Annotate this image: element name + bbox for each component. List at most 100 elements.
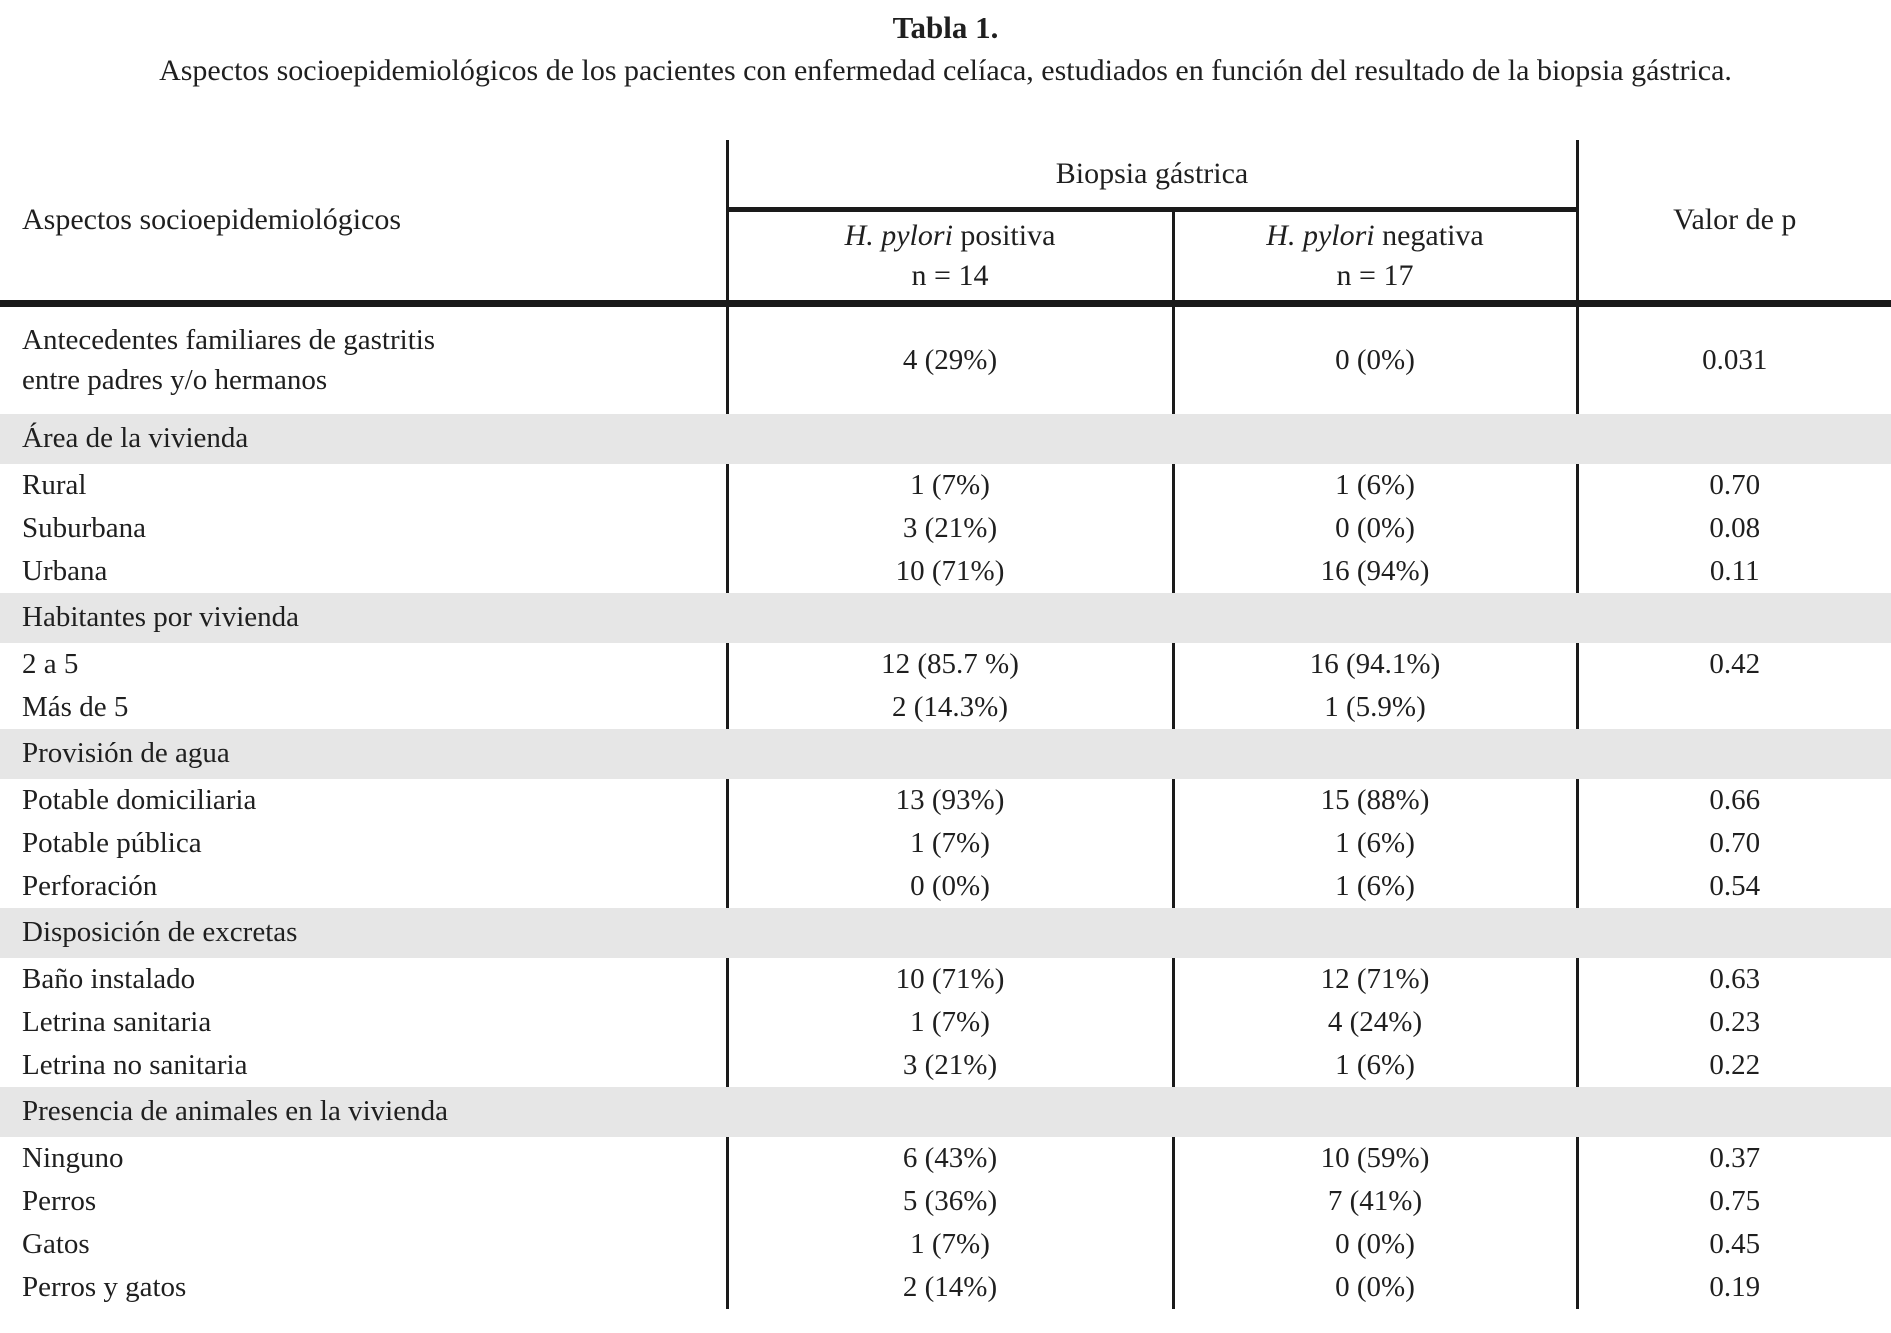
- negativa-value: 4 (24%): [1171, 1000, 1578, 1044]
- positiva-value: 5 (36%): [725, 1179, 1173, 1223]
- p-value: 0.63: [1575, 957, 1891, 1001]
- table-row: Antecedentes familiares de gastritis ent…: [0, 303, 1891, 414]
- positiva-value: 3 (21%): [725, 506, 1173, 550]
- p-value: 0.031: [1575, 303, 1891, 414]
- section-row: Habitantes por vivienda: [0, 592, 1891, 643]
- section-row: Disposición de excretas: [0, 907, 1891, 958]
- p-value: 0.37: [1575, 1136, 1891, 1180]
- negativa-value: 0 (0%): [1171, 303, 1578, 414]
- row-label: Urbana: [22, 554, 108, 587]
- negativa-label: negativa: [1374, 219, 1484, 252]
- row-label: Más de 5: [22, 690, 129, 723]
- positiva-value: 1 (7%): [725, 821, 1173, 865]
- table-row: Rural 1 (7%) 1 (6%) 0.70: [0, 463, 1891, 507]
- negativa-value: 10 (59%): [1171, 1136, 1578, 1180]
- p-value: 0.45: [1575, 1222, 1891, 1266]
- table-row: Perros y gatos 2 (14%) 0 (0%) 0.19: [0, 1265, 1891, 1309]
- section-label: Provisión de agua: [0, 728, 1891, 779]
- section-row: Provisión de agua: [0, 728, 1891, 779]
- table-row: Urbana 10 (71%) 16 (94%) 0.11: [0, 549, 1891, 593]
- row-label-line1: Antecedentes familiares de gastritis: [22, 324, 436, 357]
- table-row: Potable pública 1 (7%) 1 (6%) 0.70: [0, 821, 1891, 865]
- column-header-aspectos: Aspectos socioepidemiológicos: [0, 140, 727, 307]
- row-label: Potable domiciliaria: [22, 783, 257, 816]
- hpylori-italic: H. pylori: [844, 219, 953, 252]
- row-label: 2 a 5: [22, 647, 79, 680]
- table-body: Antecedentes familiares de gastritis ent…: [0, 303, 1891, 1309]
- section-label: Disposición de excretas: [0, 907, 1891, 958]
- positiva-value: 3 (21%): [725, 1043, 1173, 1087]
- table-title: Tabla 1.: [892, 10, 999, 45]
- positiva-value: 1 (7%): [725, 463, 1173, 507]
- table-row: Potable domiciliaria 13 (93%) 15 (88%) 0…: [0, 778, 1891, 822]
- positiva-value: 10 (71%): [725, 957, 1173, 1001]
- table-row: 2 a 5 12 (85.7 %) 16 (94.1%) 0.42: [0, 642, 1891, 686]
- row-label: Potable pública: [22, 826, 202, 859]
- p-value: 0.08: [1575, 506, 1891, 550]
- table-row: Ninguno 6 (43%) 10 (59%) 0.37: [0, 1136, 1891, 1180]
- negativa-value: 16 (94.1%): [1171, 642, 1578, 686]
- table-row: Letrina no sanitaria 3 (21%) 1 (6%) 0.22: [0, 1043, 1891, 1087]
- table-row: Letrina sanitaria 1 (7%) 4 (24%) 0.23: [0, 1000, 1891, 1044]
- p-value: [1575, 685, 1891, 729]
- p-value: 0.11: [1575, 549, 1891, 593]
- p-value: 0.54: [1575, 864, 1891, 908]
- negativa-value: 0 (0%): [1171, 506, 1578, 550]
- section-label: Presencia de animales en la vivienda: [0, 1086, 1891, 1137]
- row-label: Gatos: [22, 1227, 90, 1260]
- positiva-value: 13 (93%): [725, 778, 1173, 822]
- table-row: Gatos 1 (7%) 0 (0%) 0.45: [0, 1222, 1891, 1266]
- positiva-value: 1 (7%): [725, 1222, 1173, 1266]
- table-caption: Aspectos socioepidemiológicos de los pac…: [159, 54, 1732, 87]
- negativa-value: 0 (0%): [1171, 1222, 1578, 1266]
- table-row: Baño instalado 10 (71%) 12 (71%) 0.63: [0, 957, 1891, 1001]
- p-value: 0.19: [1575, 1265, 1891, 1309]
- positiva-value: 2 (14%): [725, 1265, 1173, 1309]
- positiva-value: 12 (85.7 %): [725, 642, 1173, 686]
- positiva-value: 0 (0%): [725, 864, 1173, 908]
- p-value: 0.70: [1575, 821, 1891, 865]
- negativa-value: 0 (0%): [1171, 1265, 1578, 1309]
- table-row: Más de 5 2 (14.3%) 1 (5.9%): [0, 685, 1891, 729]
- row-label: Suburbana: [22, 511, 147, 544]
- positiva-n-count: n = 14: [911, 259, 989, 292]
- row-label-line2: entre padres y/o hermanos: [22, 364, 328, 397]
- p-value: 0.23: [1575, 1000, 1891, 1044]
- negativa-value: 1 (6%): [1171, 821, 1578, 865]
- column-header-negativa: H. pylori negativa n = 17: [1171, 209, 1578, 307]
- p-value: 0.22: [1575, 1043, 1891, 1087]
- p-value: 0.42: [1575, 642, 1891, 686]
- row-label: Antecedentes familiares de gastritis ent…: [0, 304, 727, 414]
- table-row: Suburbana 3 (21%) 0 (0%) 0.08: [0, 506, 1891, 550]
- positiva-value: 10 (71%): [725, 549, 1173, 593]
- positiva-label: positiva: [952, 219, 1056, 252]
- column-header-positiva: H. pylori positiva n = 14: [725, 209, 1173, 307]
- data-table: Aspectos socioepidemiológicos Biopsia gá…: [0, 140, 1891, 1309]
- row-label: Ninguno: [22, 1141, 124, 1174]
- header-row-group: Aspectos socioepidemiológicos Biopsia gá…: [0, 140, 1891, 307]
- negativa-value: 1 (6%): [1171, 463, 1578, 507]
- hpylori-italic: H. pylori: [1266, 219, 1375, 252]
- negativa-value: 1 (5.9%): [1171, 685, 1578, 729]
- positiva-value: 2 (14.3%): [725, 685, 1173, 729]
- p-value: 0.75: [1575, 1179, 1891, 1223]
- table-row: Perforación 0 (0%) 1 (6%) 0.54: [0, 864, 1891, 908]
- p-value: 0.70: [1575, 463, 1891, 507]
- row-label: Perros: [22, 1184, 97, 1217]
- row-label: Perros y gatos: [22, 1270, 187, 1303]
- negativa-value: 1 (6%): [1171, 864, 1578, 908]
- row-label: Rural: [22, 468, 87, 501]
- column-header-valor-p: Valor de p: [1575, 140, 1891, 307]
- row-label: Letrina sanitaria: [22, 1005, 212, 1038]
- row-label: Baño instalado: [22, 962, 196, 995]
- section-label: Habitantes por vivienda: [0, 592, 1891, 643]
- header-row-sub: H. pylori positiva n = 14 H. pylori nega…: [0, 209, 1891, 307]
- negativa-value: 16 (94%): [1171, 549, 1578, 593]
- row-label: Letrina no sanitaria: [22, 1048, 248, 1081]
- row-label: Perforación: [22, 869, 158, 902]
- negativa-n-count: n = 17: [1336, 259, 1414, 292]
- negativa-value: 12 (71%): [1171, 957, 1578, 1001]
- positiva-value: 4 (29%): [725, 303, 1173, 414]
- negativa-value: 7 (41%): [1171, 1179, 1578, 1223]
- table-row: Perros 5 (36%) 7 (41%) 0.75: [0, 1179, 1891, 1223]
